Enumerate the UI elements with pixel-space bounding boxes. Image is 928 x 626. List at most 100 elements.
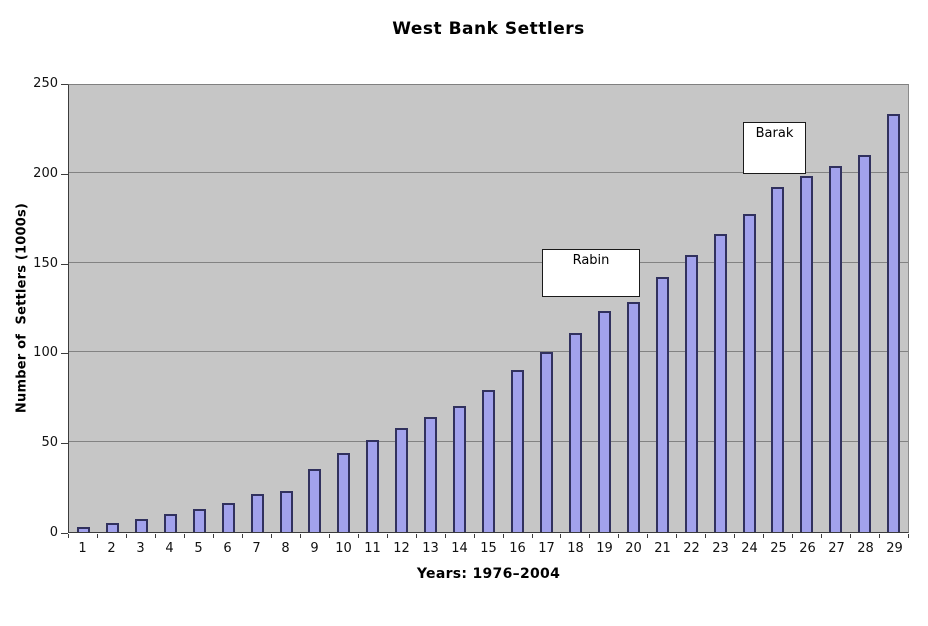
x-tick-mark [98,534,127,538]
y-tick-mark [61,263,68,265]
x-tick-label: 22 [683,541,700,556]
bar-year-1 [76,526,90,532]
x-tick-mark [301,534,330,538]
x-tick-label: 27 [828,541,845,556]
bar-slot [69,85,98,532]
bar-year-24 [742,214,756,532]
gridline [69,351,908,353]
bar-year-5 [192,508,206,532]
x-tick-label: 12 [393,541,410,556]
x-tick-mark [388,534,417,538]
y-axis-title: Number of Settlers (1000s) [14,202,30,414]
bar-year-22 [684,255,698,532]
x-tick-label: 4 [165,541,174,556]
x-tick-label: 11 [364,541,381,556]
x-tick-mark [243,534,272,538]
bar-year-14 [453,406,467,532]
bar-year-23 [713,233,727,532]
bar-year-7 [250,494,264,532]
bar-series [69,85,908,532]
bar-year-2 [105,523,119,532]
bar-year-8 [279,490,293,532]
x-tick-mark [185,534,214,538]
x-tick-label: 14 [451,541,468,556]
x-tick-label: 21 [654,541,671,556]
bar-slot [735,85,764,532]
bar-slot [706,85,735,532]
x-tick-mark [735,534,765,538]
x-tick-mark [561,534,591,538]
x-tick-label: 15 [480,541,497,556]
x-tick-mark [475,534,504,538]
bar-slot [821,85,850,532]
bar-year-19 [597,311,611,532]
x-tick-mark [533,534,562,538]
bar-year-11 [366,440,380,532]
x-tick-mark [764,534,794,538]
x-tick-mark [648,534,678,538]
bar-slot [329,85,358,532]
x-tick-label: 23 [712,541,729,556]
y-tick-label: 200 [33,165,58,181]
y-tick-label: 50 [41,435,58,451]
x-tick-label: 13 [422,541,439,556]
bar-slot [185,85,214,532]
bar-slot [301,85,330,532]
bar-slot [98,85,127,532]
x-tick-mark [590,534,620,538]
bar-year-26 [800,176,814,532]
bar-slot [850,85,879,532]
x-tick-label: 8 [281,541,290,556]
bar-slot [214,85,243,532]
bar-slot [561,85,590,532]
x-tick-mark [359,534,388,538]
bar-year-3 [134,519,148,532]
plot-area: Rabin Barak [68,84,909,533]
x-tick-mark [214,534,243,538]
bar-slot [272,85,301,532]
bar-slot [445,85,474,532]
x-tick-mark [822,534,852,538]
bar-slot [474,85,503,532]
x-tick-label: 25 [770,541,787,556]
bar-slot [590,85,619,532]
x-tick-label: 29 [886,541,903,556]
bar-year-6 [221,503,235,532]
gridline [69,171,908,173]
x-tick-mark [272,534,301,538]
x-axis-tick-labels: 1 2 3 4 5 6 7 8 9 10 11 12 13 14 15 16 17 18 19 20 21 22 23 24 2… [68,541,909,557]
bar-year-17 [539,352,553,532]
x-tick-mark [156,534,185,538]
x-axis-ticks [68,534,910,538]
bar-slot [243,85,272,532]
x-tick-mark [706,534,736,538]
x-tick-mark [330,534,359,538]
bar-slot [792,85,821,532]
x-tick-label: 18 [567,541,584,556]
x-tick-label: 19 [596,541,613,556]
bar-year-10 [337,453,351,532]
bar-year-15 [482,390,496,532]
x-tick-label: 17 [538,541,555,556]
bar-slot [764,85,793,532]
x-axis-title: Years: 1976–2004 [416,566,561,582]
bar-slot [879,85,908,532]
x-tick-label: 7 [252,541,261,556]
bar-year-9 [308,469,322,532]
bar-slot [648,85,677,532]
x-tick-mark [69,534,98,538]
x-tick-label: 16 [509,541,526,556]
x-tick-label: 10 [335,541,352,556]
x-tick-mark [851,534,881,538]
x-tick-label: 9 [310,541,319,556]
x-tick-label: 6 [223,541,232,556]
x-tick-mark [446,534,475,538]
x-tick-mark [677,534,707,538]
x-tick-mark [880,534,910,538]
x-tick-label: 24 [741,541,758,556]
y-tick-mark [61,84,68,85]
bar-year-28 [858,154,872,532]
bar-year-13 [424,417,438,532]
x-tick-label: 3 [136,541,145,556]
y-tick-mark [61,533,68,534]
